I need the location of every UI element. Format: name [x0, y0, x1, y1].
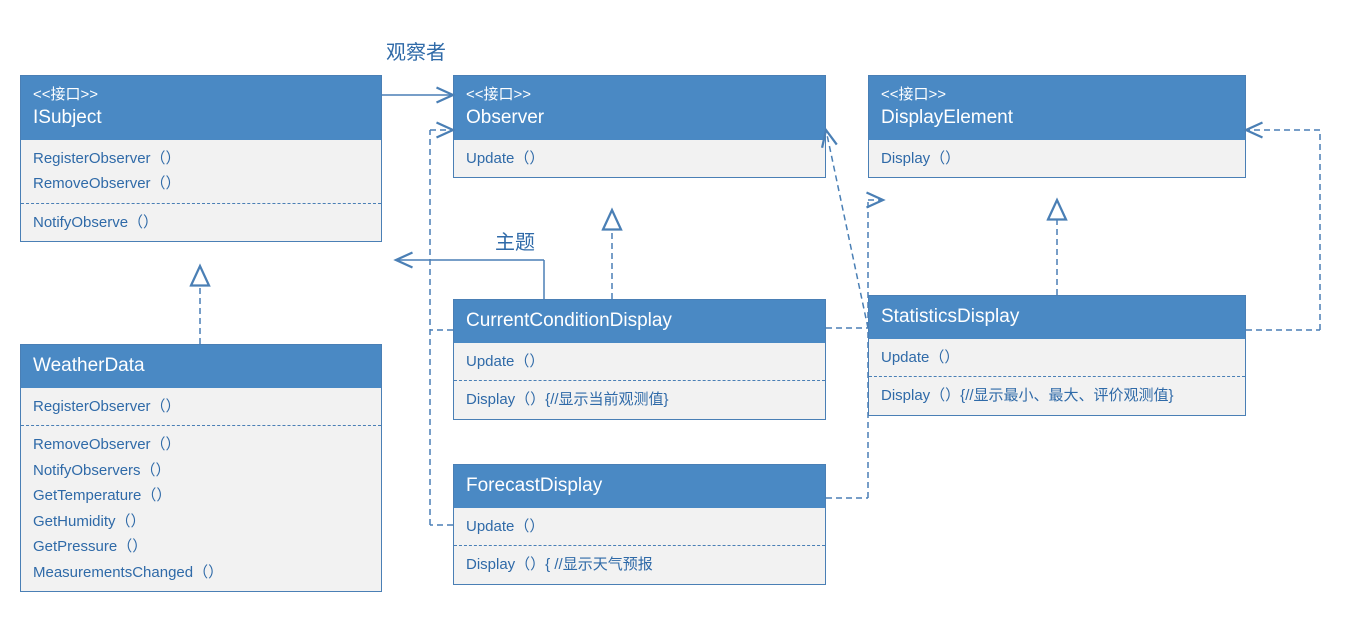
- class-header: ForecastDisplay: [454, 465, 825, 508]
- methods-section: RegisterObserver（）: [21, 388, 381, 426]
- class-header: CurrentConditionDisplay: [454, 300, 825, 343]
- class-header: <<接口>> DisplayElement: [869, 76, 1245, 140]
- class-name: DisplayElement: [881, 105, 1233, 132]
- class-header: StatisticsDisplay: [869, 296, 1245, 339]
- methods-section: Display（）{ //显示天气预报: [454, 545, 825, 584]
- class-header: WeatherData: [21, 345, 381, 388]
- class-header: <<接口>> Observer: [454, 76, 825, 140]
- class-weatherdata: WeatherData RegisterObserver（） RemoveObs…: [20, 344, 382, 592]
- methods-section: NotifyObserve（）: [21, 203, 381, 242]
- method: RegisterObserver（）: [33, 394, 369, 420]
- stereotype: <<接口>>: [881, 84, 1233, 105]
- class-observer: <<接口>> Observer Update（）: [453, 75, 826, 178]
- method: RegisterObserver（）: [33, 146, 369, 172]
- method: Update（）: [466, 349, 813, 375]
- label-observer-role: 观察者: [386, 36, 446, 65]
- class-forecastdisplay: ForecastDisplay Update（） Display（）{ //显示…: [453, 464, 826, 585]
- stereotype: <<接口>>: [466, 84, 813, 105]
- class-header: <<接口>> ISubject: [21, 76, 381, 140]
- method: Display（）{//显示当前观测值}: [466, 387, 813, 413]
- method: Display（）{//显示最小、最大、评价观测值}: [881, 383, 1233, 409]
- method: Update（）: [881, 345, 1233, 371]
- method: GetHumidity（）: [33, 509, 369, 535]
- method: Display（）{ //显示天气预报: [466, 552, 813, 578]
- methods-section: Display（）{//显示最小、最大、评价观测值}: [869, 376, 1245, 415]
- methods-section: Update（）: [454, 343, 825, 381]
- class-name: ISubject: [33, 105, 369, 132]
- class-name: StatisticsDisplay: [881, 304, 1233, 331]
- class-name: ForecastDisplay: [466, 473, 813, 500]
- method: RemoveObserver（）: [33, 432, 369, 458]
- method: RemoveObserver（）: [33, 171, 369, 197]
- class-displayelement: <<接口>> DisplayElement Display（）: [868, 75, 1246, 178]
- label-subject-role: 主题: [495, 226, 535, 255]
- methods-section: Display（）: [869, 140, 1245, 178]
- class-name: WeatherData: [33, 353, 369, 380]
- stereotype: <<接口>>: [33, 84, 369, 105]
- method: Display（）: [881, 146, 1233, 172]
- method: GetPressure（）: [33, 534, 369, 560]
- class-name: CurrentConditionDisplay: [466, 308, 813, 335]
- method: NotifyObserve（）: [33, 210, 369, 236]
- methods-section: RemoveObserver（） NotifyObservers（） GetTe…: [21, 425, 381, 591]
- method: Update（）: [466, 146, 813, 172]
- method: MeasurementsChanged（）: [33, 560, 369, 586]
- class-name: Observer: [466, 105, 813, 132]
- methods-section: Update（）: [454, 140, 825, 178]
- class-isubject: <<接口>> ISubject RegisterObserver（） Remov…: [20, 75, 382, 242]
- method: Update（）: [466, 514, 813, 540]
- methods-section: Display（）{//显示当前观测值}: [454, 380, 825, 419]
- methods-section: RegisterObserver（） RemoveObserver（）: [21, 140, 381, 203]
- methods-section: Update（）: [869, 339, 1245, 377]
- class-statisticsdisplay: StatisticsDisplay Update（） Display（）{//显…: [868, 295, 1246, 416]
- method: GetTemperature（）: [33, 483, 369, 509]
- methods-section: Update（）: [454, 508, 825, 546]
- method: NotifyObservers（）: [33, 458, 369, 484]
- class-currentconditiondisplay: CurrentConditionDisplay Update（） Display…: [453, 299, 826, 420]
